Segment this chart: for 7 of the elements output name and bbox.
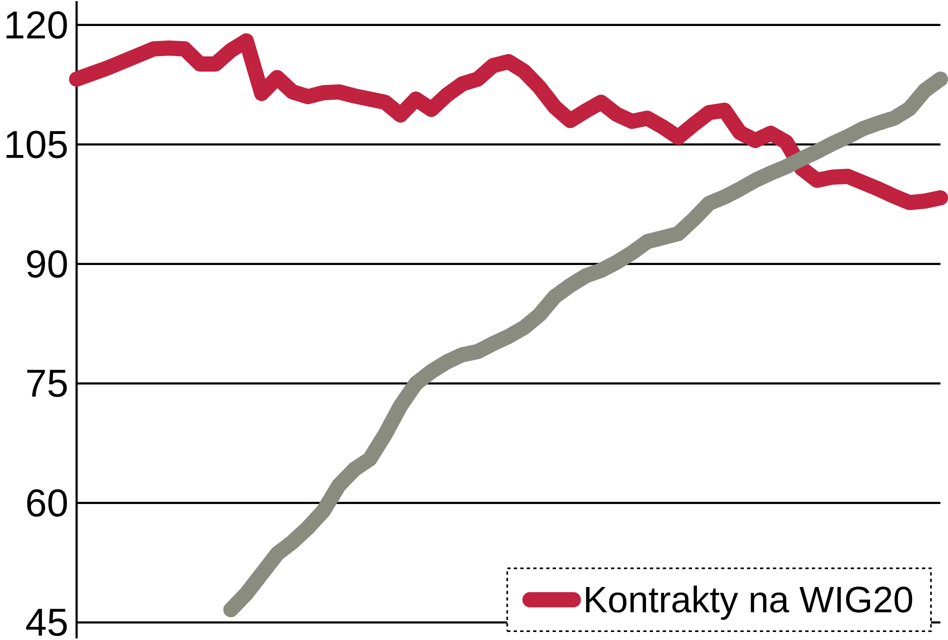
y-tick-label: 105	[6, 130, 67, 158]
y-tick-label: 75	[27, 370, 67, 398]
legend-label: Kontrakty na WIG20	[586, 586, 912, 620]
y-tick-label: 60	[27, 489, 67, 517]
y-tick-label: 90	[27, 250, 67, 278]
y-tick-label: 120	[6, 11, 67, 39]
y-tick-label: 45	[26, 609, 67, 636]
